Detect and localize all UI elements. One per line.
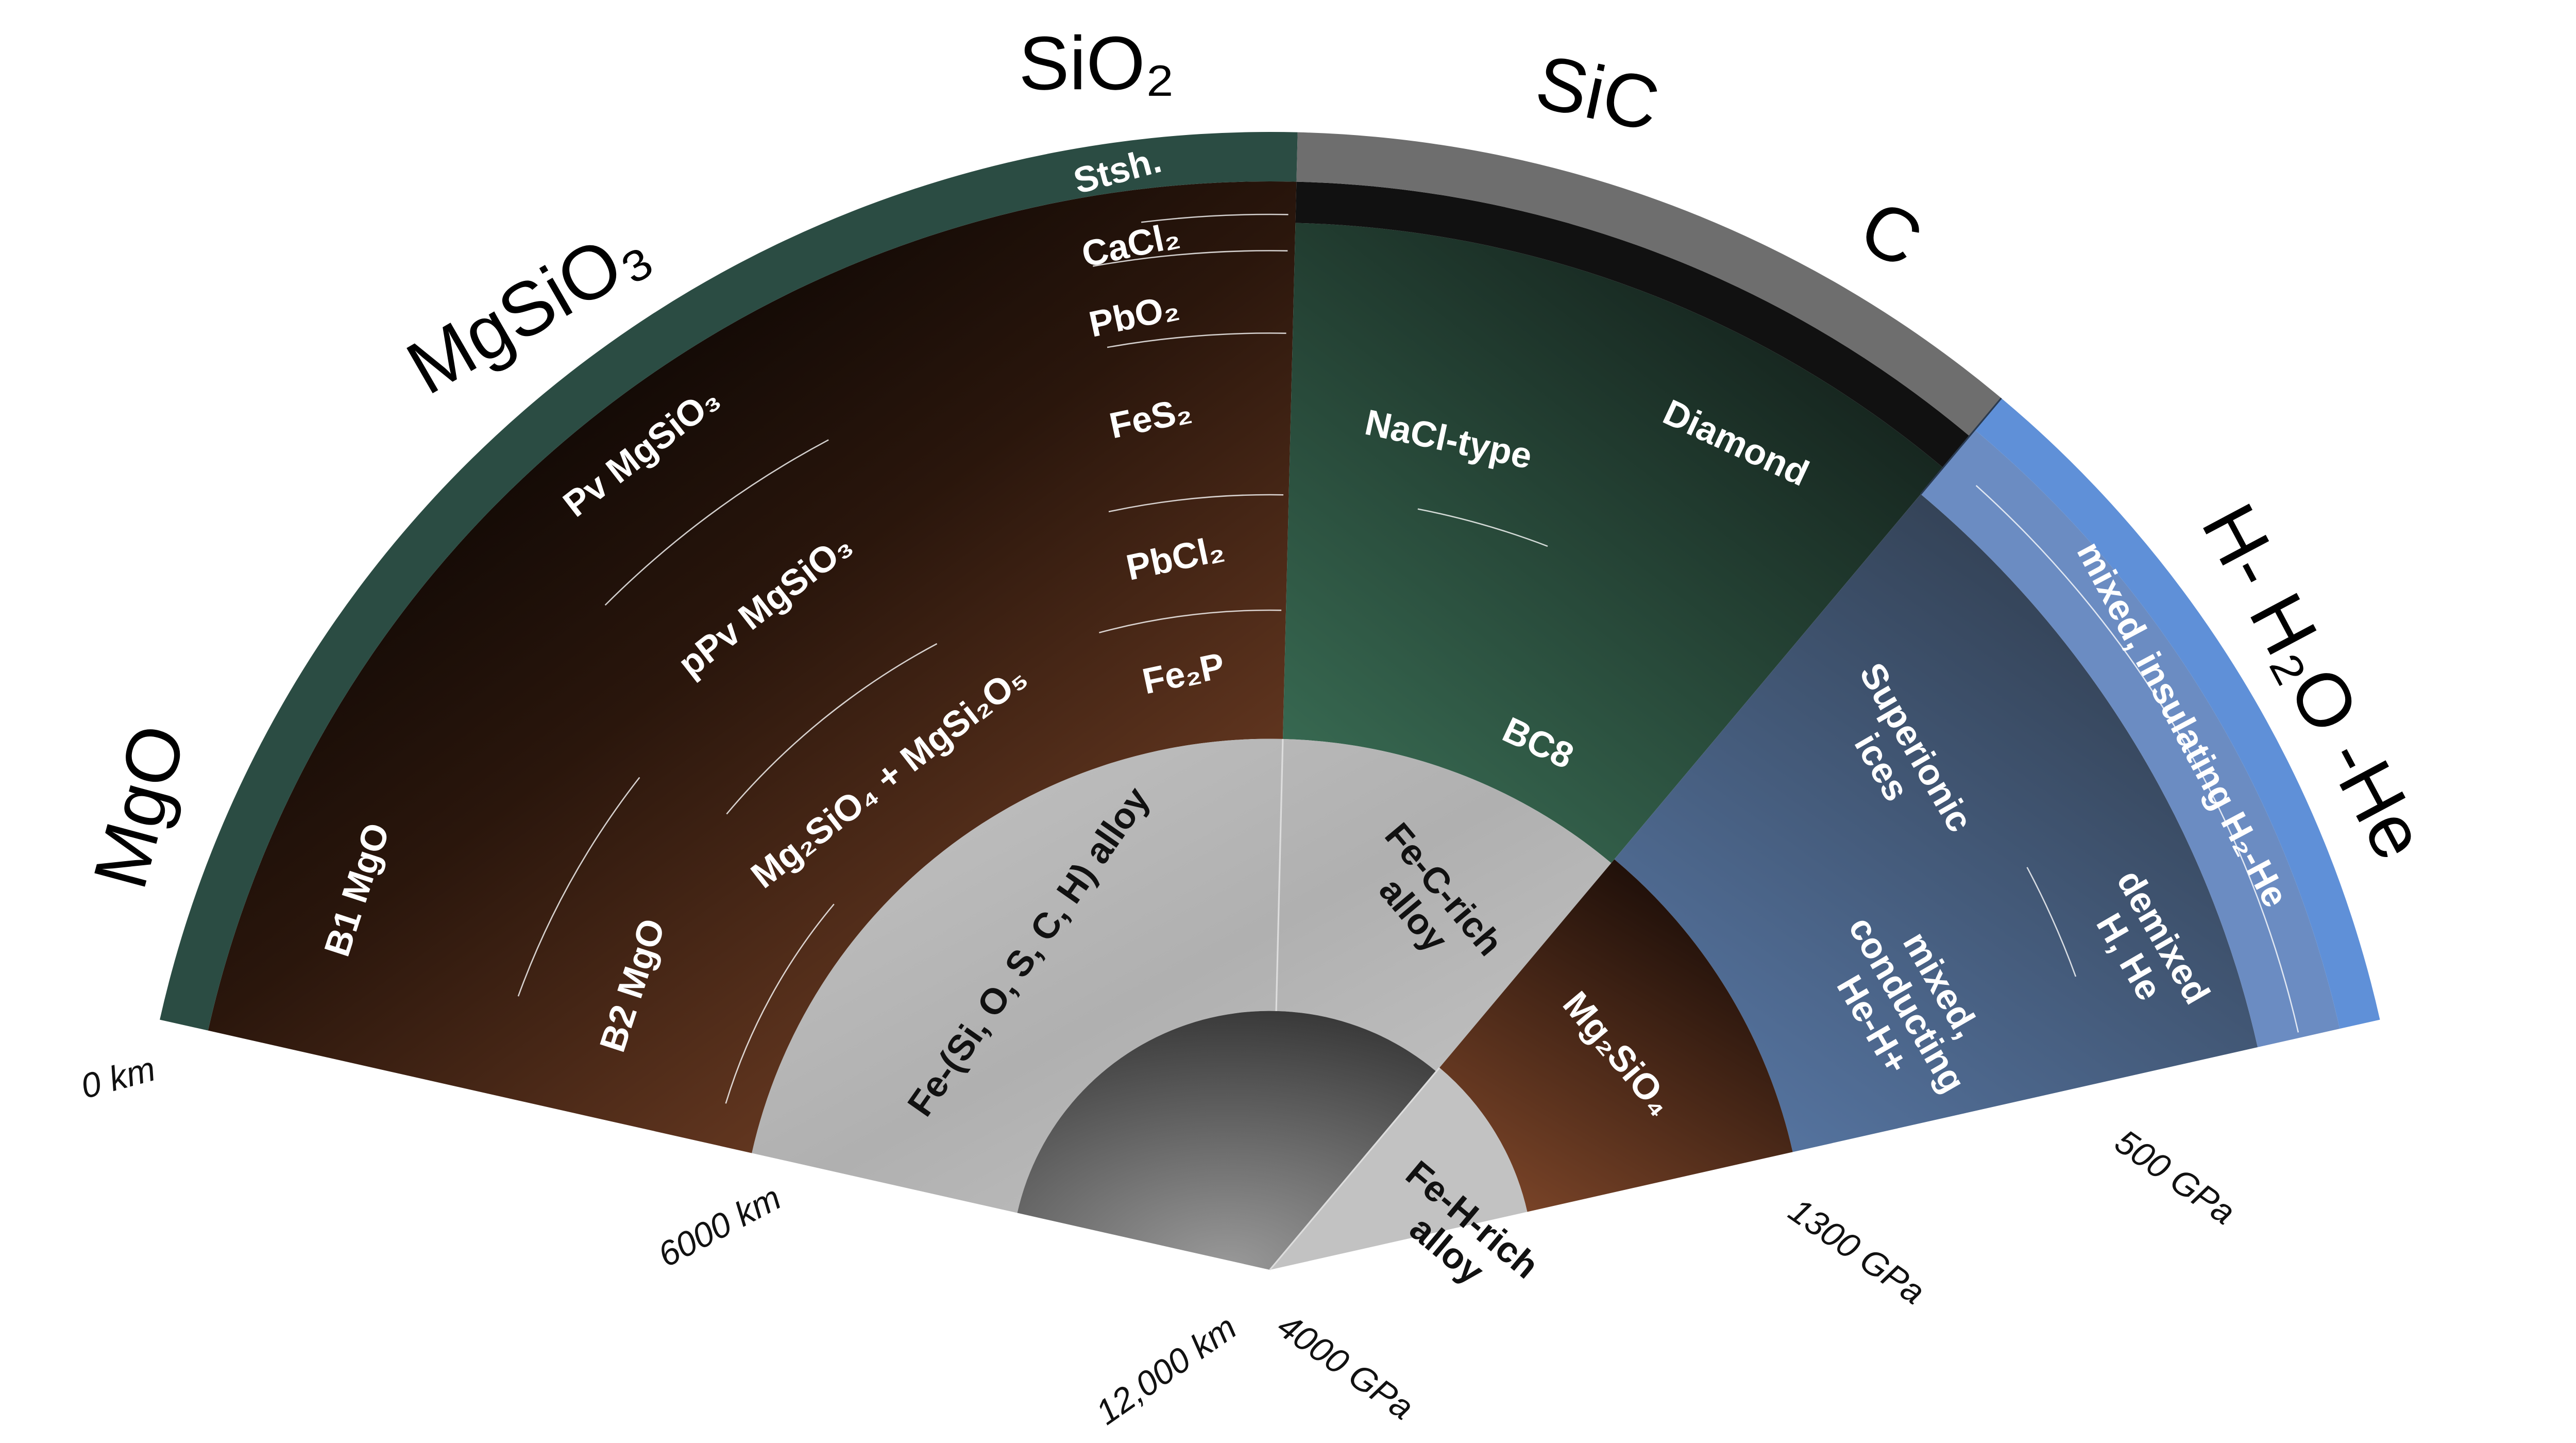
phase-boundary — [1108, 494, 1284, 513]
scale-label: 6000 km — [652, 1178, 787, 1274]
phase-boundary — [517, 777, 640, 997]
iron-ring — [752, 739, 1612, 1213]
hydrogen-rim — [1975, 398, 2380, 1029]
material-label: SiO₂ — [1019, 21, 1175, 106]
divider — [1275, 739, 1284, 1011]
phase-boundary — [1417, 508, 1548, 547]
insulating-band — [1921, 429, 2340, 1048]
carbon-rim — [1296, 132, 2002, 437]
scale-label: 12,000 km — [1089, 1308, 1244, 1432]
shapes — [160, 131, 2380, 1271]
scale-label: 500 GPa — [2108, 1122, 2242, 1232]
phase-boundary — [1093, 250, 1288, 267]
phase-boundary — [1099, 609, 1282, 633]
inner-core — [1017, 1011, 1436, 1270]
ice-layer — [1614, 494, 2258, 1152]
material-label: MgO — [77, 716, 201, 897]
material-label: C — [1847, 184, 1935, 284]
fe-h-core — [1269, 1067, 1528, 1270]
phase-boundary — [726, 643, 938, 815]
divider — [1920, 397, 2002, 495]
scale-label: 1300 GPa — [1782, 1191, 1931, 1312]
silicate-mantle — [208, 181, 1297, 1153]
divider — [1269, 1067, 1440, 1271]
phase-boundary — [725, 903, 835, 1104]
carbon-mantle — [1282, 223, 1943, 863]
material-label: SiC — [1529, 39, 1666, 147]
phase-boundary — [604, 439, 829, 606]
phase-boundary — [2026, 867, 2077, 977]
scale-label: 4000 GPa — [1270, 1306, 1420, 1428]
silicate-core — [1439, 859, 1793, 1212]
phase-boundary — [1975, 485, 2299, 1033]
silicate-rim — [160, 131, 1298, 1031]
carbon-band — [1295, 181, 1970, 468]
phase-boundary — [1141, 213, 1289, 223]
scale-label: 0 km — [77, 1049, 159, 1106]
phase-boundary — [1107, 332, 1286, 348]
